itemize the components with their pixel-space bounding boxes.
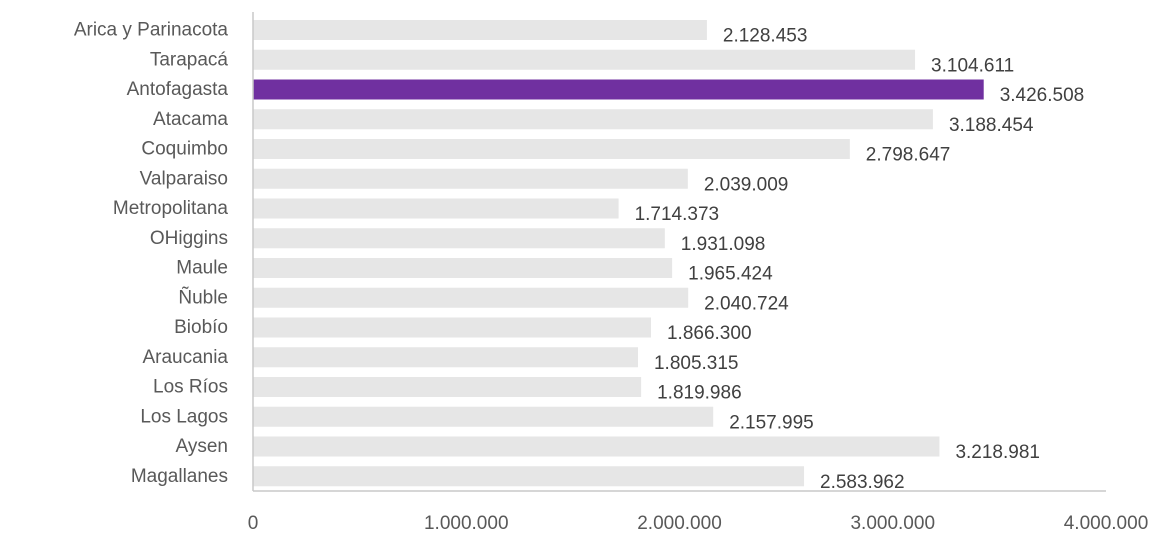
bar-nuble — [253, 287, 689, 308]
value-label-arica-y-parinacota: 2.128.453 — [723, 26, 808, 47]
value-label-los-lagos: 2.157.995 — [729, 412, 814, 433]
category-label-araucania: Araucania — [142, 347, 228, 368]
category-label-maule: Maule — [176, 258, 228, 279]
x-tick-label: 0 — [248, 513, 259, 533]
value-label-nuble: 2.040.724 — [704, 293, 789, 314]
category-label-antofagasta: Antofagasta — [127, 79, 229, 100]
value-label-atacama: 3.188.454 — [949, 115, 1034, 136]
value-label-los-rios: 1.819.986 — [657, 383, 742, 404]
category-label-tarapaca: Tarapacá — [150, 49, 229, 70]
bar-coquimbo — [253, 139, 850, 159]
bar-aysen — [253, 436, 940, 457]
x-tick-labels: 0 1.000.000 2.000.000 3.000.000 4.000.000 — [248, 513, 1149, 533]
category-labels: Arica y Parinacota Tarapacá Antofagasta Ata… — [74, 20, 229, 487]
x-tick-label: 4.000.000 — [1064, 513, 1149, 533]
bar-biobio — [253, 317, 651, 338]
category-label-ohiggins: OHiggins — [150, 228, 228, 249]
bar-arica-y-parinacota — [253, 20, 707, 40]
category-label-coquimbo: Coquimbo — [141, 139, 228, 160]
category-label-los-lagos: Los Lagos — [140, 406, 228, 427]
value-label-tarapaca: 3.104.611 — [931, 55, 1014, 76]
bar-atacama — [253, 109, 933, 130]
value-label-magallanes: 2.583.962 — [820, 472, 905, 493]
x-tick-label: 2.000.000 — [637, 513, 722, 533]
bar-valparaiso — [253, 168, 688, 189]
value-label-maule: 1.965.424 — [688, 264, 773, 285]
category-label-atacama: Atacama — [153, 109, 228, 130]
value-label-metropolitana: 1.714.373 — [635, 204, 720, 225]
bars-group — [253, 20, 984, 487]
value-label-araucania: 1.805.315 — [654, 353, 739, 374]
bar-metropolitana — [253, 198, 619, 219]
category-label-biobio: Biobío — [174, 317, 228, 338]
value-label-valparaiso: 2.039.009 — [704, 174, 789, 195]
x-tick-label: 3.000.000 — [850, 513, 935, 533]
bar-magallanes — [253, 466, 805, 487]
category-label-valparaiso: Valparaiso — [140, 168, 228, 189]
category-label-metropolitana: Metropolitana — [113, 198, 229, 219]
bar-los-lagos — [253, 406, 714, 427]
category-label-arica-y-parinacota: Arica y Parinacota — [74, 20, 229, 41]
category-label-nuble: Ñuble — [178, 286, 228, 308]
value-label-coquimbo: 2.798.647 — [866, 145, 951, 166]
value-label-biobio: 1.866.300 — [667, 323, 752, 344]
category-label-los-rios: Los Ríos — [153, 377, 228, 398]
bar-maule — [253, 258, 673, 278]
bar-antofagasta — [253, 79, 984, 100]
bar-ohiggins — [253, 228, 665, 249]
bar-tarapaca — [253, 49, 916, 70]
value-label-aysen: 3.218.981 — [955, 442, 1040, 463]
value-labels: 2.128.453 3.104.611 3.426.508 3.188.454 2.79… — [635, 26, 1085, 493]
x-tick-label: 1.000.000 — [424, 513, 509, 533]
bar-los-rios — [253, 377, 642, 397]
value-label-ohiggins: 1.931.098 — [681, 234, 766, 255]
category-label-aysen: Aysen — [176, 436, 228, 457]
value-label-antofagasta: 3.426.508 — [1000, 85, 1085, 106]
bar-araucania — [253, 347, 638, 368]
category-label-magallanes: Magallanes — [131, 466, 228, 487]
